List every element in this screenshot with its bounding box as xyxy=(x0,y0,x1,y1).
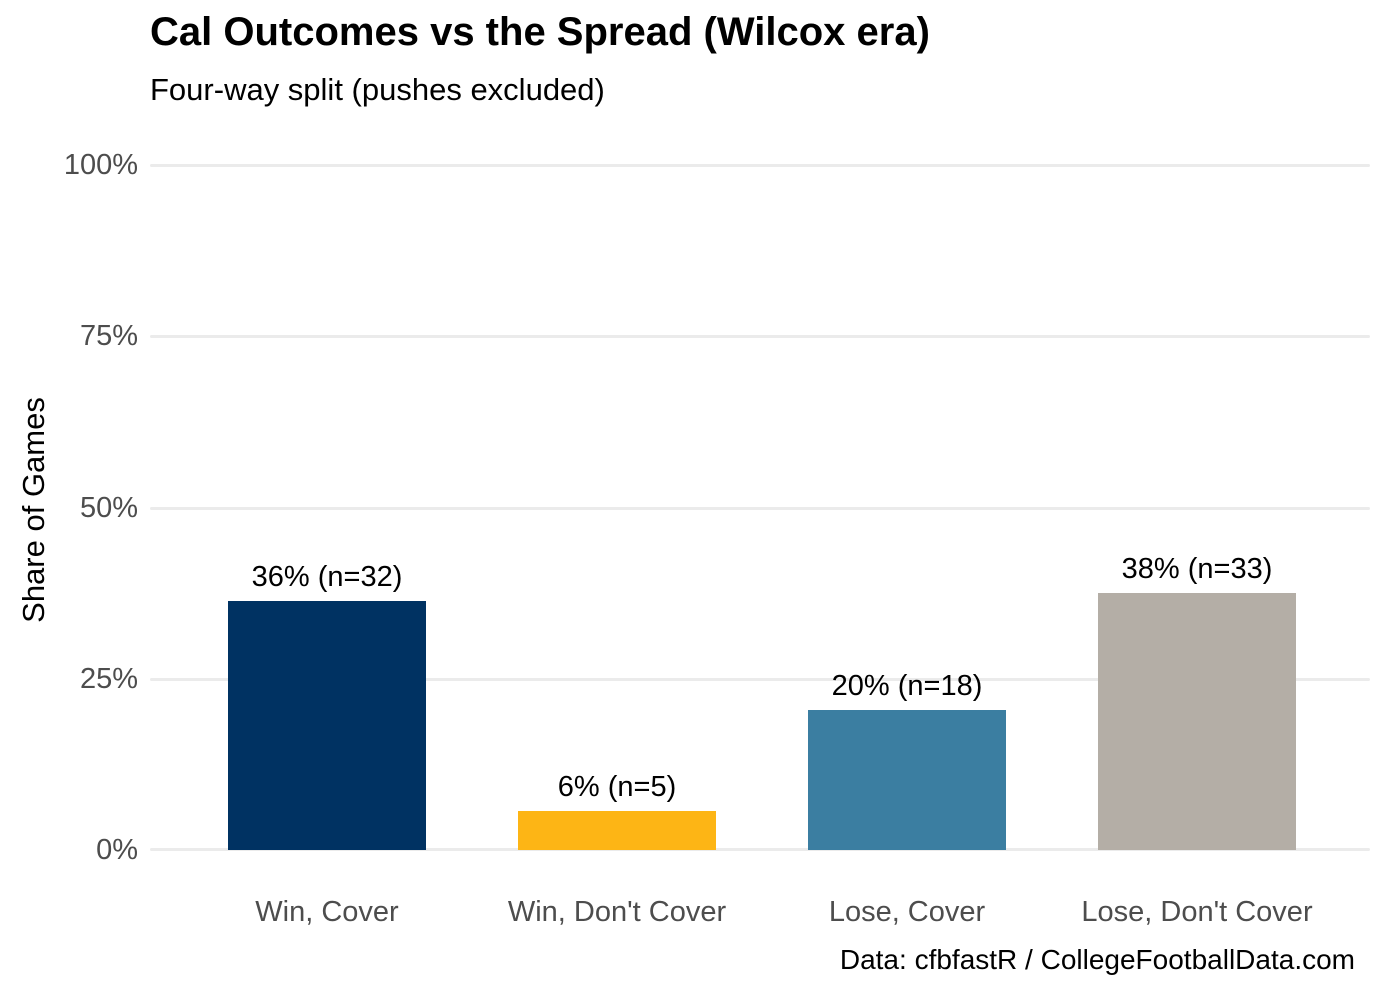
bar-value-label: 20% (n=18) xyxy=(831,669,983,702)
bar-value-label: 6% (n=5) xyxy=(557,770,677,803)
x-axis-label-win-cover: Win, Cover xyxy=(255,896,399,928)
y-tick-label-0: 0% xyxy=(96,834,138,866)
bar-group-win-dont-cover: 6% (n=5) xyxy=(518,165,716,850)
y-tick-label-75: 75% xyxy=(79,320,138,352)
gridline-50 xyxy=(150,507,1370,510)
bar-win-cover xyxy=(228,600,426,850)
bar-value-label: 36% (n=32) xyxy=(251,560,403,593)
chart-title: Cal Outcomes vs the Spread (Wilcox era) xyxy=(150,10,930,54)
gridline-0 xyxy=(150,848,1370,851)
bar-lose-dont-cover xyxy=(1098,593,1296,850)
bar-group-lose-dont-cover: 38% (n=33) xyxy=(1098,165,1296,850)
x-axis-labels: Win, Cover Win, Don't Cover Lose, Cover … xyxy=(0,896,1388,932)
y-tick-label-25: 25% xyxy=(79,663,138,695)
bar-group-win-cover: 36% (n=32) xyxy=(228,165,426,850)
y-tick-label-100: 100% xyxy=(63,149,138,181)
gridline-25 xyxy=(150,678,1370,681)
gridline-100 xyxy=(150,164,1370,167)
plot-area: 36% (n=32) 6% (n=5) 20% (n=18) 38% (n=33… xyxy=(150,164,1370,851)
chart-subtitle: Four-way split (pushes excluded) xyxy=(150,72,605,107)
x-axis-label-win-dont-cover: Win, Don't Cover xyxy=(507,896,727,928)
y-tick-label-50: 50% xyxy=(79,492,138,524)
bar-win-dont-cover xyxy=(518,810,716,850)
bar-value-label: 38% (n=33) xyxy=(1121,553,1273,586)
x-axis-label-lose-cover: Lose, Cover xyxy=(828,896,986,928)
bar-group-lose-cover: 20% (n=18) xyxy=(808,165,1006,850)
y-axis-tick-labels: 100% 75% 50% 25% 0% xyxy=(0,0,138,994)
bar-lose-cover xyxy=(808,709,1006,850)
x-axis-label-lose-dont-cover: Lose, Don't Cover xyxy=(1081,896,1313,928)
chart-caption: Data: cfbfastR / CollegeFootballData.com xyxy=(839,944,1355,975)
gridline-75 xyxy=(150,335,1370,338)
